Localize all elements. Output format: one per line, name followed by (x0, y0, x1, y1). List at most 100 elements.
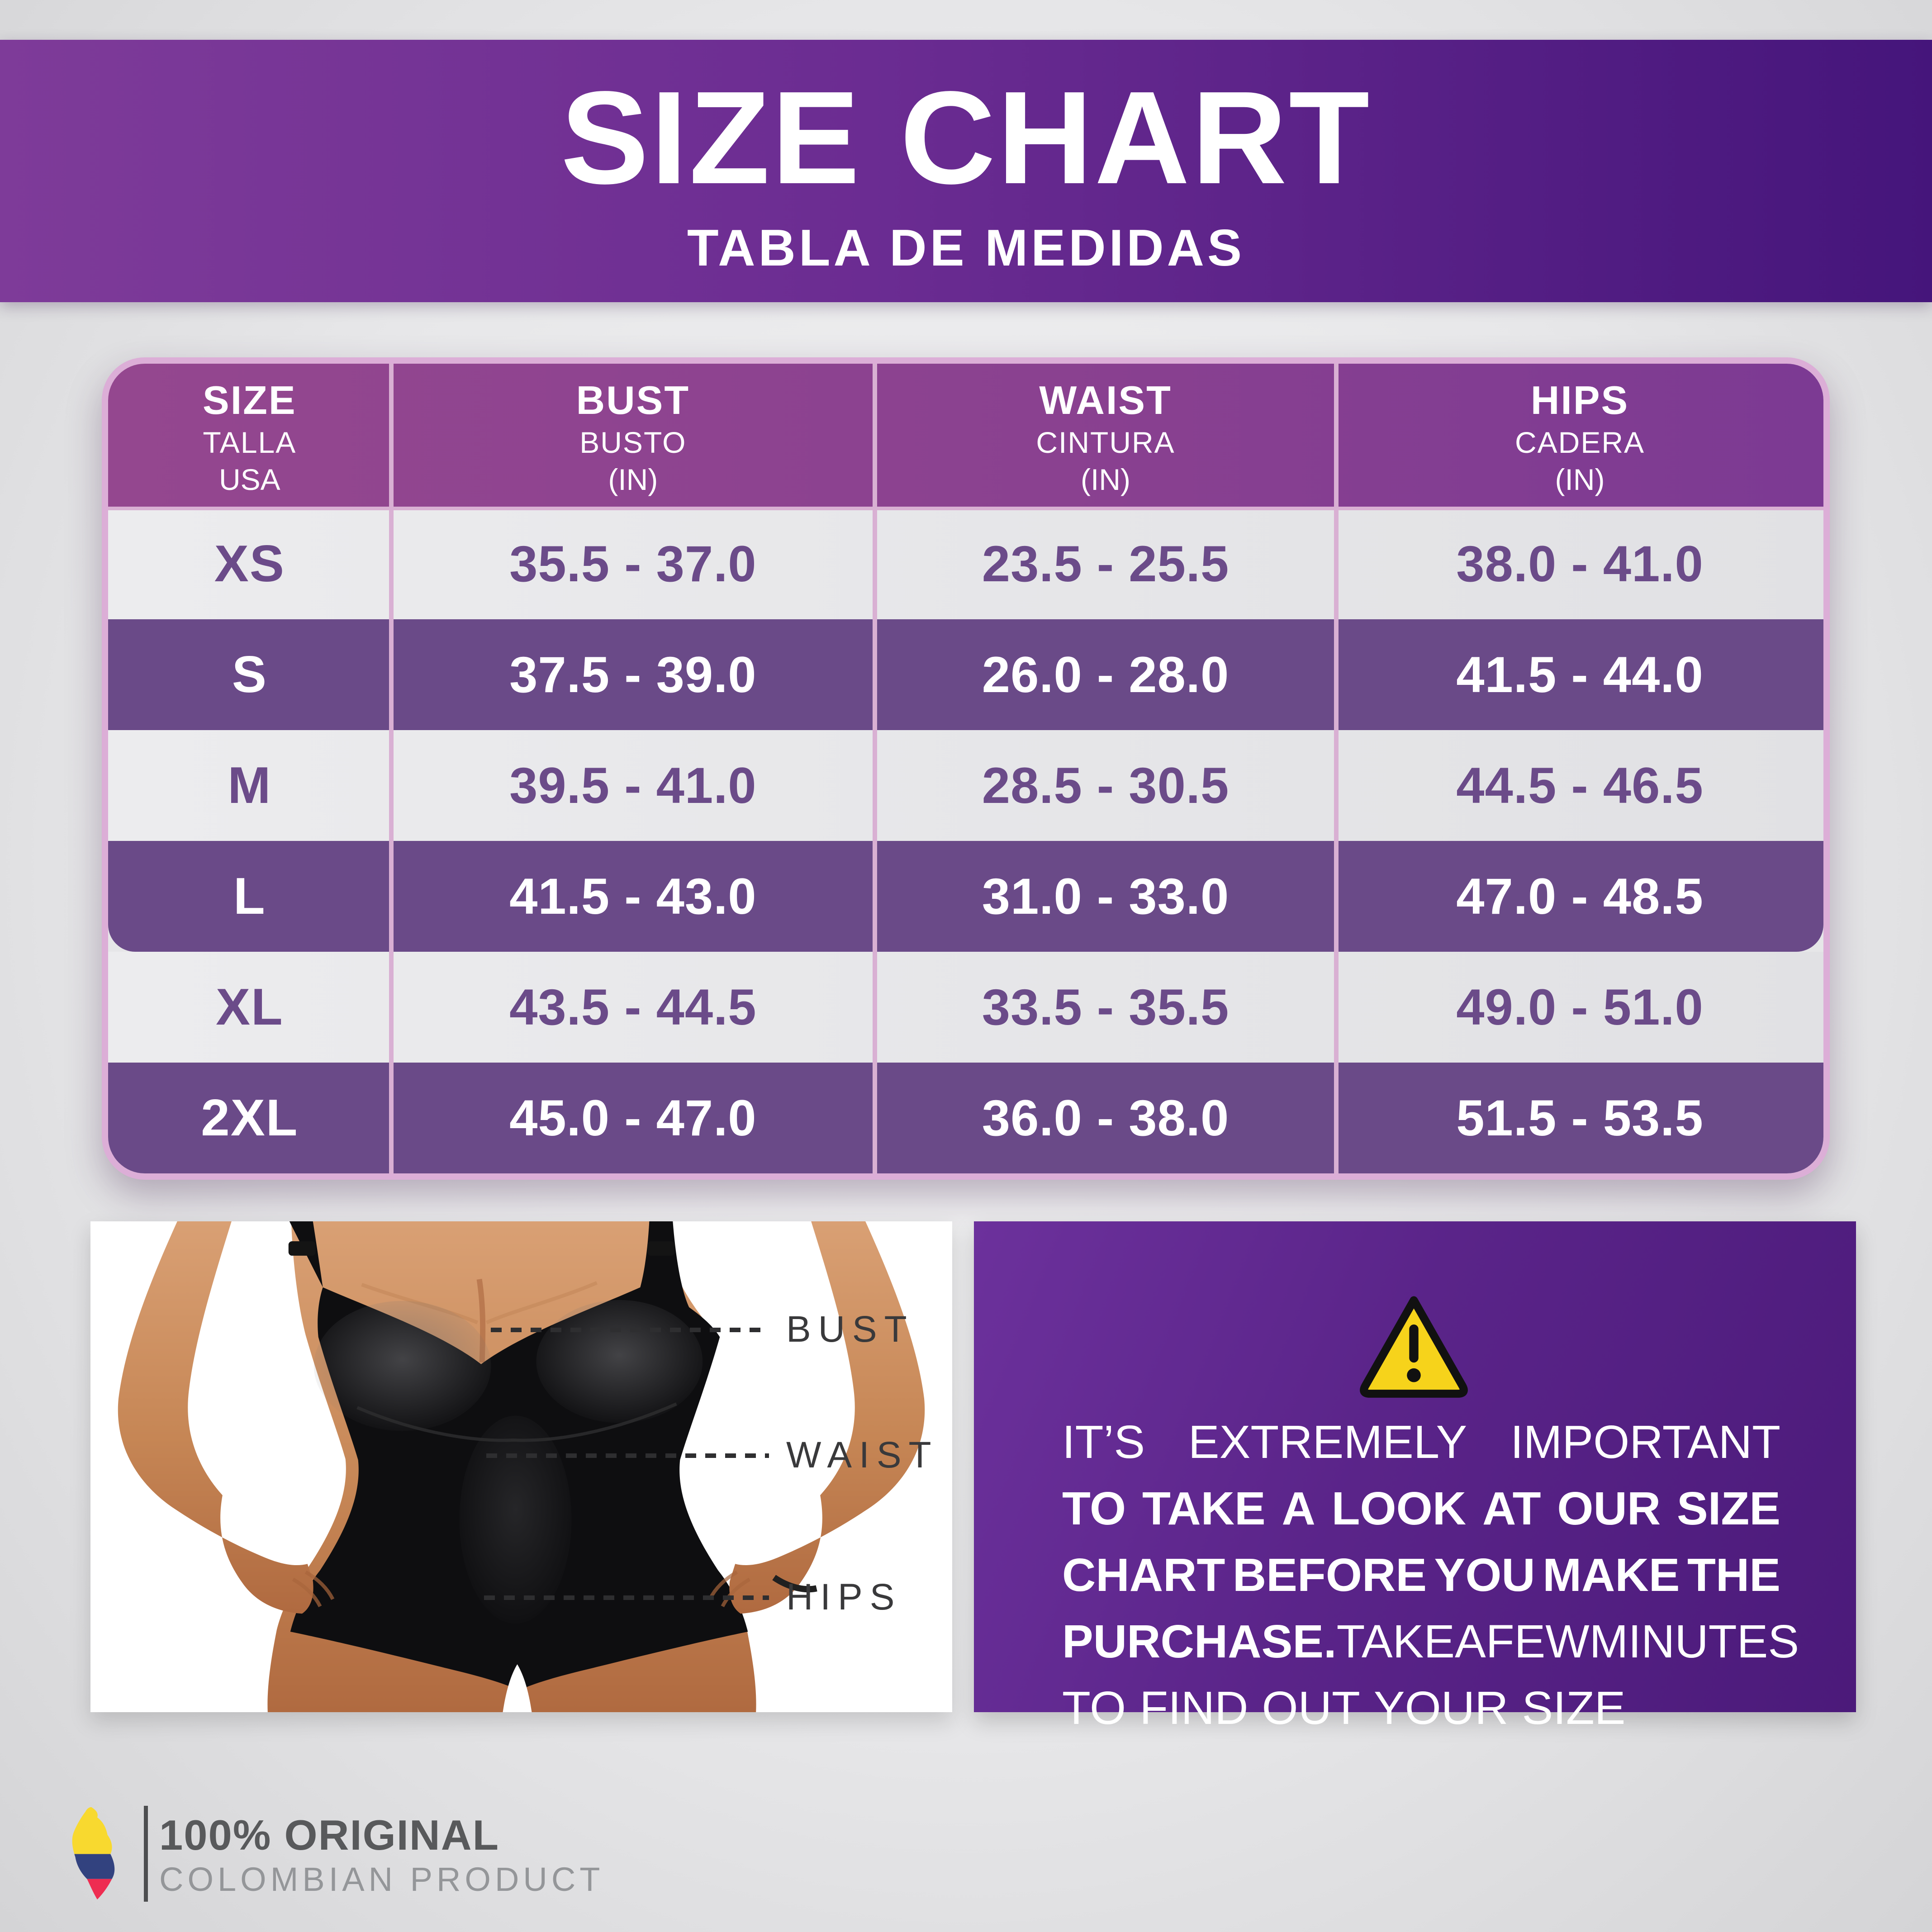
warning-word: TAKE (1336, 1615, 1455, 1667)
warning-word: TO (1062, 1682, 1126, 1734)
warning-word: THE (1687, 1549, 1780, 1601)
table-cell: 43.5 - 44.5 (509, 979, 757, 1035)
table-cell: XL (215, 978, 284, 1036)
header-text: USA (218, 463, 280, 496)
size-table: SIZE TALLA USA BUST BUSTO (IN) WAIST CINTURA (IN… (102, 357, 1830, 1180)
table-cell: L (233, 868, 266, 925)
warning-word: YOU (1434, 1549, 1535, 1601)
table-cell: 45.0 - 47.0 (509, 1090, 757, 1146)
column-divider (1334, 364, 1339, 1173)
badge-divider (144, 1806, 148, 1902)
warning-word: LOOK (1331, 1482, 1467, 1534)
warning-word: OUT (1262, 1682, 1360, 1734)
header-text: TALLA (203, 426, 297, 459)
table-cell: M (228, 757, 272, 814)
table-cell: 35.5 - 37.0 (509, 536, 757, 592)
header-text: (IN) (1555, 463, 1605, 496)
colombia-map-icon (72, 1807, 115, 1900)
table-row-m: M 39.5 - 41.0 28.5 - 30.5 44.5 - 46.5 (108, 730, 1823, 841)
table-cell: 2XL (201, 1089, 299, 1147)
bust-label: BUST (786, 1309, 914, 1350)
waist-callout-line (486, 1453, 769, 1458)
original-badge-title: 100% ORIGINAL (159, 1811, 500, 1859)
header-divider (108, 507, 1823, 510)
table-cell: 37.5 - 39.0 (509, 646, 757, 703)
warning-word: IT’S (1062, 1416, 1145, 1468)
warning-word: YOUR (1373, 1682, 1509, 1734)
header-text: (IN) (608, 463, 658, 496)
warning-word: MINUTES (1589, 1615, 1799, 1667)
table-header-row: SIZE TALLA USA BUST BUSTO (IN) WAIST CINTURA (IN… (108, 364, 1823, 508)
column-header-bust: BUST BUSTO (IN) (391, 364, 875, 508)
table-cell: 47.0 - 48.5 (1456, 868, 1704, 925)
table-cell: 31.0 - 33.0 (982, 868, 1229, 925)
warning-panel: IT’S EXTREMELY IMPORTANT TO TAKE A LOOK AT OUR SI… (974, 1221, 1856, 1734)
table-cell: 39.5 - 41.0 (509, 757, 757, 814)
warning-word: A (1282, 1482, 1315, 1534)
table-cell: 51.5 - 53.5 (1456, 1090, 1704, 1146)
warning-word: SIZE (1677, 1482, 1780, 1534)
column-divider (873, 364, 878, 1173)
warning-word: CHART (1062, 1549, 1225, 1601)
table-cell: 49.0 - 51.0 (1456, 979, 1704, 1035)
table-cell: XS (214, 535, 285, 593)
header-text: CINTURA (1036, 426, 1175, 459)
hips-callout-line (484, 1595, 769, 1600)
warning-word: AT (1482, 1482, 1541, 1534)
table-cell: 23.5 - 25.5 (982, 536, 1229, 592)
table-cell: 38.0 - 41.0 (1456, 536, 1704, 592)
warning-word: BEFORE (1232, 1549, 1427, 1601)
warning-text-line: PURCHASE. TAKE A FEW MINUTES (1062, 1614, 1799, 1669)
page-subtitle: TABLA DE MEDIDAS (687, 219, 1245, 277)
warning-word: EXTREMELY (1188, 1416, 1467, 1468)
column-divider (389, 364, 394, 1173)
measurement-figure-panel: BUST WAIST HIPS (90, 1221, 952, 1712)
header-text: (IN) (1081, 463, 1131, 496)
warning-word: TO (1062, 1482, 1126, 1534)
warning-word: OUR (1557, 1482, 1661, 1534)
table-cell: 41.5 - 44.0 (1456, 646, 1704, 703)
table-cell: 41.5 - 43.0 (509, 868, 757, 925)
warning-word: MAKE (1543, 1549, 1680, 1601)
table-row-s: S 37.5 - 39.0 26.0 - 28.0 41.5 - 44.0 (108, 619, 1823, 730)
hips-label: HIPS (786, 1576, 902, 1618)
warning-word: IMPORTANT (1510, 1416, 1780, 1468)
warning-text-line: CHART BEFORE YOU MAKE THE (1062, 1548, 1780, 1602)
table-cell: S (232, 646, 267, 703)
page-title: SIZE CHART (560, 64, 1372, 211)
table-body: XS 35.5 - 37.0 23.5 - 25.5 38.0 - 41.0 S 37.5… (108, 508, 1823, 1173)
warning-triangle-icon (1360, 1296, 1468, 1398)
table-cell: 44.5 - 46.5 (1456, 757, 1704, 814)
table-cell: 33.5 - 35.5 (982, 979, 1229, 1035)
table-row-l: L 41.5 - 43.0 31.0 - 33.0 47.0 - 48.5 (108, 841, 1823, 952)
warning-word: SIZE (1522, 1682, 1626, 1734)
header-text: BUST (576, 378, 690, 422)
header-text: WAIST (1039, 378, 1172, 422)
header-banner: SIZE CHART TABLA DE MEDIDAS (0, 40, 1932, 302)
table-row-xs: XS 35.5 - 37.0 23.5 - 25.5 38.0 - 41.0 (108, 508, 1823, 619)
table-cell: 28.5 - 30.5 (982, 757, 1229, 814)
table-row-2xl: 2XL 45.0 - 47.0 36.0 - 38.0 51.5 - 53.5 (108, 1063, 1823, 1173)
table-cell: 26.0 - 28.0 (982, 646, 1229, 703)
table-row-xl: XL 43.5 - 44.5 33.5 - 35.5 49.0 - 51.0 (108, 952, 1823, 1063)
warning-text-line: TO TAKE A LOOK AT OUR SIZE (1062, 1481, 1780, 1536)
warning-word: TAKE (1142, 1482, 1266, 1534)
header-text: CADERA (1514, 426, 1645, 459)
warning-text-line: IT’S EXTREMELY IMPORTANT (1062, 1415, 1780, 1469)
bust-callout-line (491, 1328, 769, 1332)
warning-word: PURCHASE. (1062, 1615, 1337, 1667)
column-header-hips: HIPS CADERA (IN) (1336, 364, 1823, 508)
header-text: HIPS (1530, 378, 1629, 422)
warning-word: FIND (1139, 1682, 1248, 1734)
header-text: BUSTO (579, 426, 687, 459)
header-text: SIZE (203, 378, 297, 422)
warning-text-line: TO FIND OUT YOUR SIZE (1062, 1681, 1780, 1735)
warning-word: FEW (1486, 1615, 1590, 1667)
bodysuit-figure-image (90, 1221, 952, 1712)
warning-text: IT’S EXTREMELY IMPORTANT TO TAKE A LOOK AT OUR SI… (1062, 1415, 1799, 1747)
table-cell: 36.0 - 38.0 (982, 1090, 1229, 1146)
waist-label: WAIST (786, 1434, 939, 1476)
original-badge-subtitle: COLOMBIAN PRODUCT (159, 1861, 604, 1898)
column-header-waist: WAIST CINTURA (IN) (875, 364, 1336, 508)
